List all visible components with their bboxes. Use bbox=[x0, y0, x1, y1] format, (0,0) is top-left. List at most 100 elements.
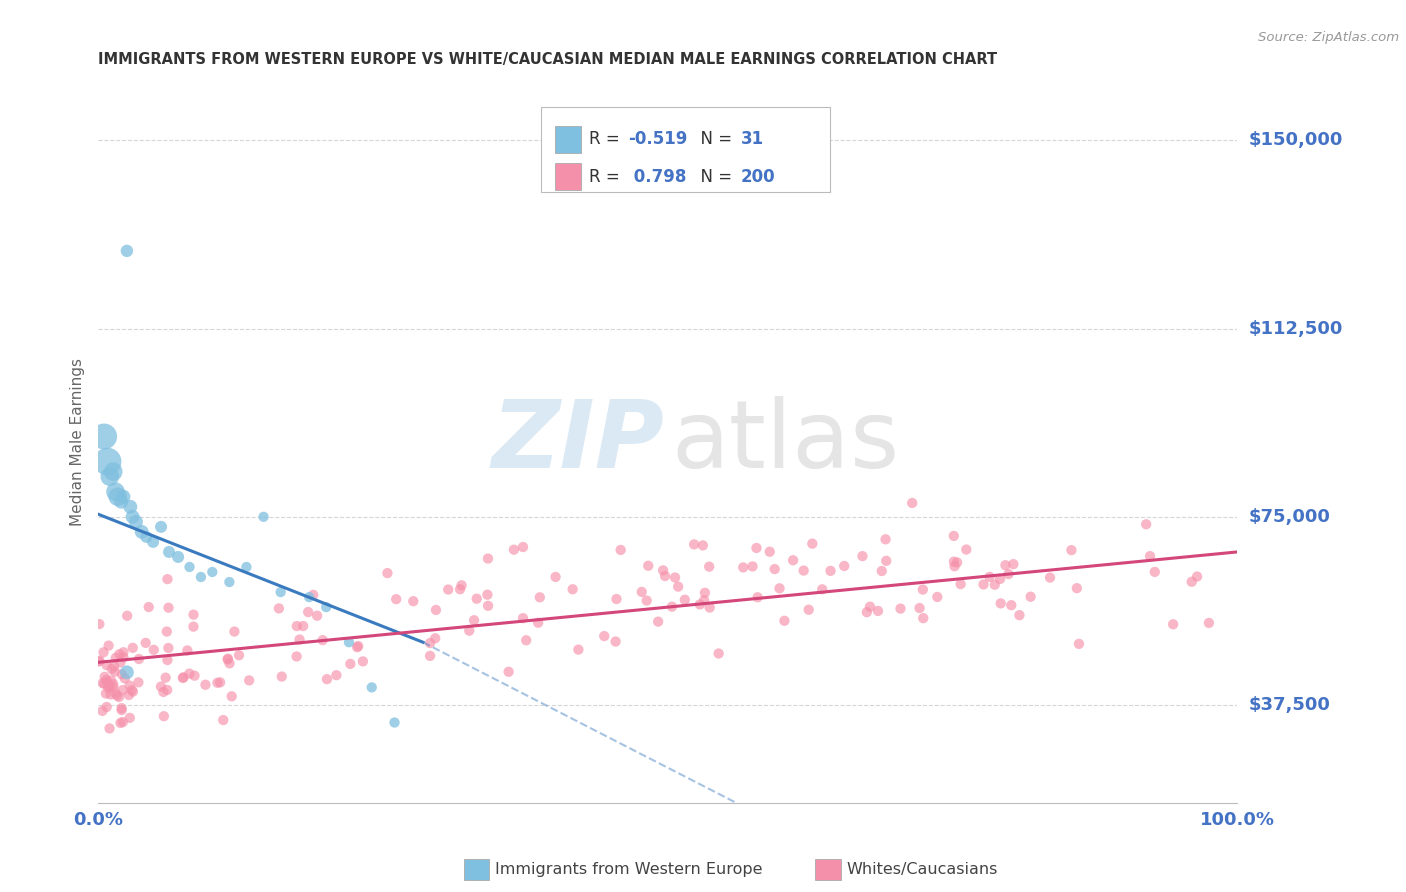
Point bbox=[157, 545, 180, 559]
Point bbox=[96, 673, 118, 687]
Point bbox=[1185, 569, 1208, 583]
Point bbox=[302, 588, 325, 602]
Point bbox=[503, 542, 526, 557]
Point bbox=[87, 655, 110, 669]
Point bbox=[111, 703, 134, 717]
Point bbox=[112, 650, 135, 665]
Point bbox=[661, 599, 683, 614]
Point bbox=[529, 591, 551, 605]
Text: Whites/Caucasians: Whites/Caucasians bbox=[846, 863, 998, 877]
Point bbox=[979, 570, 1001, 584]
Point bbox=[285, 619, 308, 633]
Point bbox=[93, 677, 115, 691]
Point bbox=[1019, 590, 1042, 604]
Point bbox=[763, 562, 786, 576]
Point bbox=[156, 572, 179, 586]
Point bbox=[150, 520, 173, 534]
Point bbox=[689, 598, 711, 612]
Point bbox=[93, 429, 115, 443]
Point bbox=[93, 670, 115, 684]
Point bbox=[98, 722, 121, 736]
Point bbox=[155, 671, 177, 685]
Point bbox=[297, 605, 319, 619]
Point bbox=[360, 681, 382, 695]
Point bbox=[101, 662, 124, 676]
Point bbox=[118, 679, 141, 693]
Point bbox=[107, 490, 129, 504]
Text: atlas: atlas bbox=[671, 395, 900, 488]
Point bbox=[1139, 549, 1161, 563]
Point bbox=[901, 496, 924, 510]
Text: Immigrants from Western Europe: Immigrants from Western Europe bbox=[495, 863, 762, 877]
Point bbox=[110, 656, 132, 670]
Text: R =: R = bbox=[589, 130, 626, 148]
Point bbox=[683, 537, 706, 551]
Point bbox=[544, 570, 567, 584]
Point bbox=[217, 652, 239, 666]
Point bbox=[1002, 557, 1025, 571]
Point bbox=[352, 654, 374, 668]
Point bbox=[866, 604, 889, 618]
Point bbox=[93, 645, 115, 659]
Point bbox=[111, 714, 134, 729]
Point bbox=[797, 603, 820, 617]
Point bbox=[183, 668, 205, 682]
Point bbox=[91, 704, 114, 718]
Point bbox=[477, 599, 499, 613]
Point bbox=[157, 600, 180, 615]
Point bbox=[315, 600, 337, 615]
Text: IMMIGRANTS FROM WESTERN EUROPE VS WHITE/CAUCASIAN MEDIAN MALE EARNINGS CORRELATI: IMMIGRANTS FROM WESTERN EUROPE VS WHITE/… bbox=[98, 52, 997, 67]
Point bbox=[201, 565, 224, 579]
Point bbox=[194, 678, 217, 692]
Point bbox=[97, 678, 120, 692]
Point bbox=[172, 671, 194, 685]
Point bbox=[801, 536, 824, 550]
Point bbox=[190, 570, 212, 584]
Point bbox=[347, 639, 370, 653]
Point bbox=[875, 533, 897, 547]
Point bbox=[209, 675, 232, 690]
Text: $75,000: $75,000 bbox=[1249, 508, 1330, 525]
Point bbox=[851, 549, 873, 563]
Point bbox=[156, 624, 179, 639]
Text: N =: N = bbox=[690, 168, 738, 186]
Y-axis label: Median Male Earnings: Median Male Earnings bbox=[70, 358, 86, 525]
Point bbox=[647, 615, 669, 629]
Point bbox=[96, 700, 118, 714]
Point bbox=[97, 681, 120, 696]
Point bbox=[120, 500, 142, 514]
Point bbox=[527, 615, 550, 630]
Text: $37,500: $37,500 bbox=[1249, 696, 1330, 714]
Point bbox=[135, 636, 157, 650]
Point bbox=[96, 658, 118, 673]
Point bbox=[1039, 571, 1062, 585]
Text: -0.519: -0.519 bbox=[628, 130, 688, 148]
Point bbox=[89, 654, 111, 668]
Point bbox=[654, 569, 676, 583]
Point bbox=[385, 592, 408, 607]
Point bbox=[228, 648, 250, 663]
Point bbox=[252, 509, 274, 524]
Point bbox=[1008, 608, 1031, 623]
Point bbox=[832, 558, 855, 573]
Point bbox=[118, 688, 141, 702]
Point bbox=[425, 632, 447, 646]
Point bbox=[1181, 574, 1204, 589]
Point bbox=[384, 715, 406, 730]
Point bbox=[104, 686, 127, 700]
Point bbox=[942, 529, 965, 543]
Point bbox=[157, 640, 180, 655]
Point bbox=[97, 639, 120, 653]
Point bbox=[949, 577, 972, 591]
Point bbox=[859, 599, 882, 614]
Point bbox=[1198, 615, 1220, 630]
Point bbox=[1067, 637, 1090, 651]
Point bbox=[235, 560, 257, 574]
Point bbox=[167, 549, 190, 564]
Point bbox=[498, 665, 520, 679]
Point bbox=[465, 591, 488, 606]
Point bbox=[125, 515, 148, 529]
Point bbox=[745, 541, 768, 555]
Point bbox=[664, 570, 686, 584]
Point bbox=[104, 665, 127, 679]
